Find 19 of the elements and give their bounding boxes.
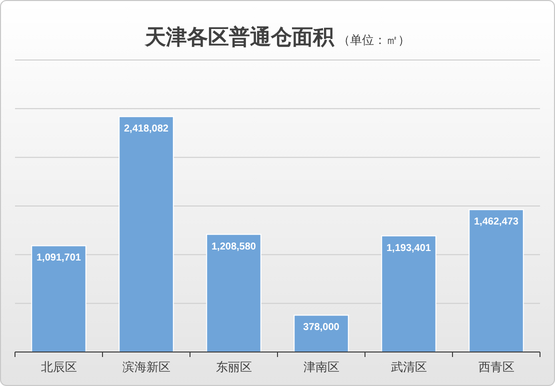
x-tick-label: 西青区 [478, 360, 514, 374]
data-label: 1,462,473 [474, 216, 519, 228]
bar [206, 234, 262, 352]
data-label: 378,000 [303, 322, 340, 334]
data-label: 2,418,082 [124, 124, 169, 135]
x-tick-label: 津南区 [303, 360, 340, 374]
x-tick-label: 武清区 [390, 360, 427, 374]
x-tick-label: 滨海新区 [122, 360, 170, 374]
bar [31, 245, 86, 352]
x-tick-label: 东丽区 [216, 360, 252, 374]
data-label: 1,193,401 [386, 242, 432, 254]
x-tick-label: 北辰区 [40, 360, 77, 374]
bar [468, 209, 524, 352]
bar [294, 314, 349, 352]
bar [381, 235, 436, 352]
data-label: 1,091,701 [36, 252, 82, 264]
bar [118, 116, 174, 352]
title: 天津各区普通仓面积 （单位：㎡） [145, 25, 410, 49]
data-label: 1,208,580 [212, 241, 256, 252]
